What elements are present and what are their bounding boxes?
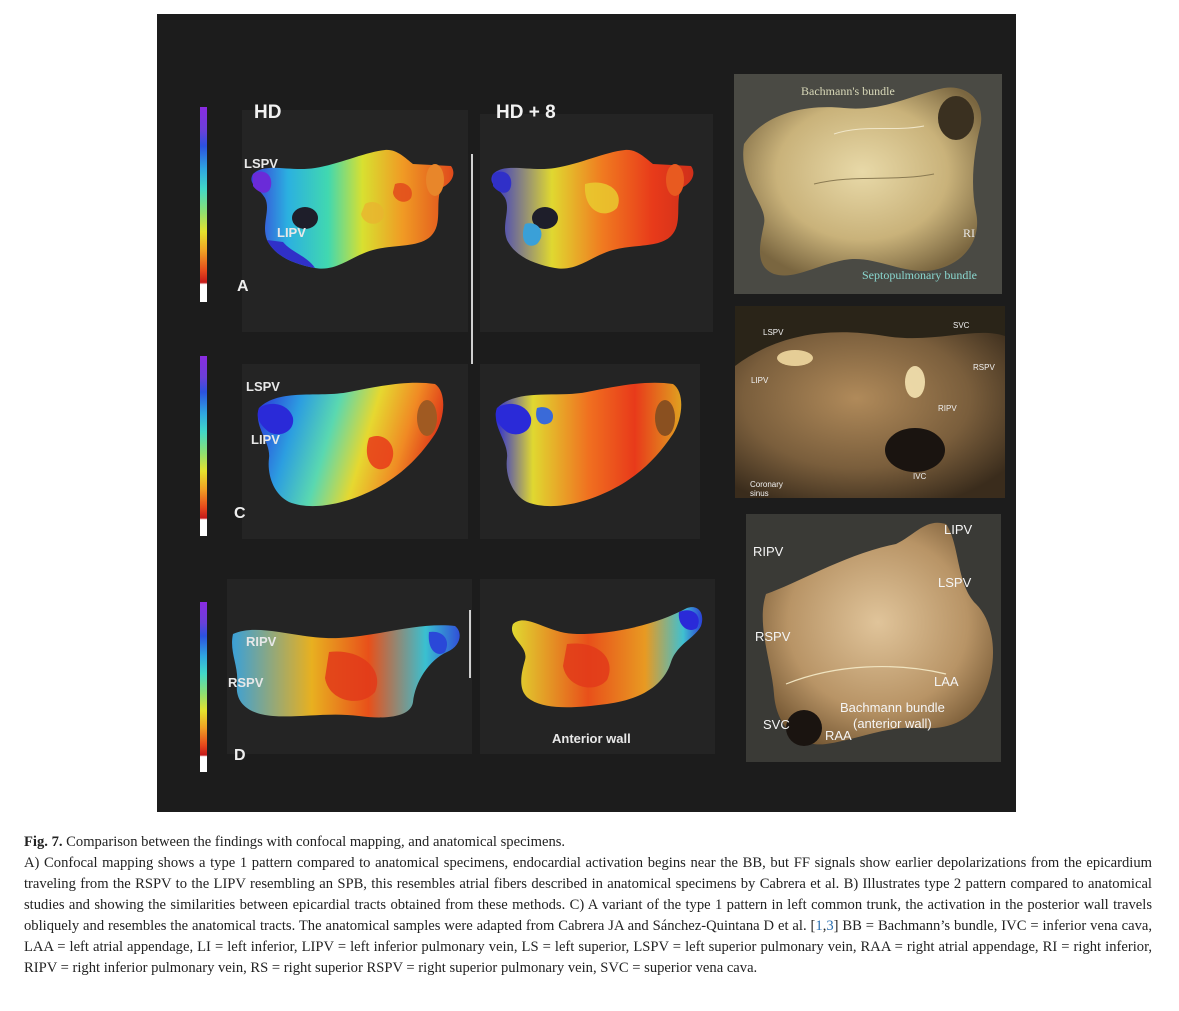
label-bot-anterior-wall: (anterior wall) [853,716,932,731]
label-bot-rspv: RSPV [755,629,791,644]
label-a-lipv: LIPV [277,225,306,240]
row-letter-a: A [237,278,249,295]
label-ri-top: RI [963,226,975,240]
label-bot-lspv: LSPV [938,575,972,590]
specimen-bottom-image [762,522,994,746]
label-c-lspv: LSPV [246,379,280,394]
row-letter-c: C [234,505,246,522]
label-bot-bachmann: Bachmann bundle [840,700,945,715]
label-bot-laa: LAA [934,674,959,689]
label-mid-rspv: RSPV [973,363,995,372]
label-mid-ivc: IVC [913,472,927,481]
label-bot-raa: RAA [825,728,852,743]
column-title-hd: HD [254,102,282,123]
specimen-photo-bottom: RIPV LIPV LSPV RSPV LAA Bachmann bundle … [746,514,1001,762]
label-bachmann-bundle-top: Bachmann's bundle [801,84,895,98]
caption-title: Comparison between the findings with con… [66,834,566,850]
color-scale-c [200,356,207,536]
reference-link-3[interactable]: 3 [826,918,834,934]
label-d-ripv: RIPV [246,634,277,649]
label-mid-lipv: LIPV [751,376,769,385]
column-divider-d [469,610,471,678]
activation-map-c-hd8 [495,382,682,507]
label-c-lipv: LIPV [251,432,280,447]
caption-body-text: A) Confocal mapping shows a type 1 patte… [24,855,1152,934]
column-divider-a [471,154,473,364]
reference-link-1[interactable]: 1 [815,918,823,934]
specimen-photo-top: Bachmann's bundle Septopulmonary bundle … [734,74,1002,294]
activation-map-d-hd [232,625,460,718]
figure-label: Fig. 7. [24,834,63,850]
color-scale-d [200,602,207,772]
activation-map-a-hd8 [491,149,694,269]
label-mid-coronary: Coronary [750,480,783,489]
caption-title-line: Fig. 7. Comparison between the findings … [24,832,1152,853]
label-mid-sinus: sinus [750,489,769,498]
specimen-top-image [743,87,982,276]
figure-panel: HD HD + 8 LSPV LIPV A LSPV LIPV C [157,14,1016,812]
activation-map-c-hd [257,382,444,507]
activation-map-d-hd8 [511,607,703,708]
label-mid-lspv: LSPV [763,328,784,337]
column-title-hd8: HD + 8 [496,102,556,123]
reference-separator: , [822,918,827,934]
label-mid-svc: SVC [953,321,970,330]
color-scale-a [200,107,207,302]
label-d-rspv: RSPV [228,675,264,690]
label-d-anterior-wall: Anterior wall [552,731,631,746]
specimen-photo-middle: LSPV SVC LIPV RSPV RIPV IVC Coronary sin… [735,306,1005,498]
caption-abbreviations: ] BB = Bachmann’s bundle, IVC = inferior… [24,918,1153,976]
figure-caption: Fig. 7. Comparison between the findings … [24,832,1152,979]
specimen-middle-image [735,332,1005,498]
label-septopulmonary-bundle: Septopulmonary bundle [862,268,977,282]
label-bot-lipv: LIPV [944,522,973,537]
caption-body: A) Confocal mapping shows a type 1 patte… [24,853,1152,979]
label-bot-ripv: RIPV [753,544,784,559]
row-letter-d: D [234,747,246,764]
label-bot-svc: SVC [763,717,790,732]
activation-map-a-hd [251,149,454,269]
label-mid-ripv: RIPV [938,404,957,413]
label-a-lspv: LSPV [244,156,278,171]
